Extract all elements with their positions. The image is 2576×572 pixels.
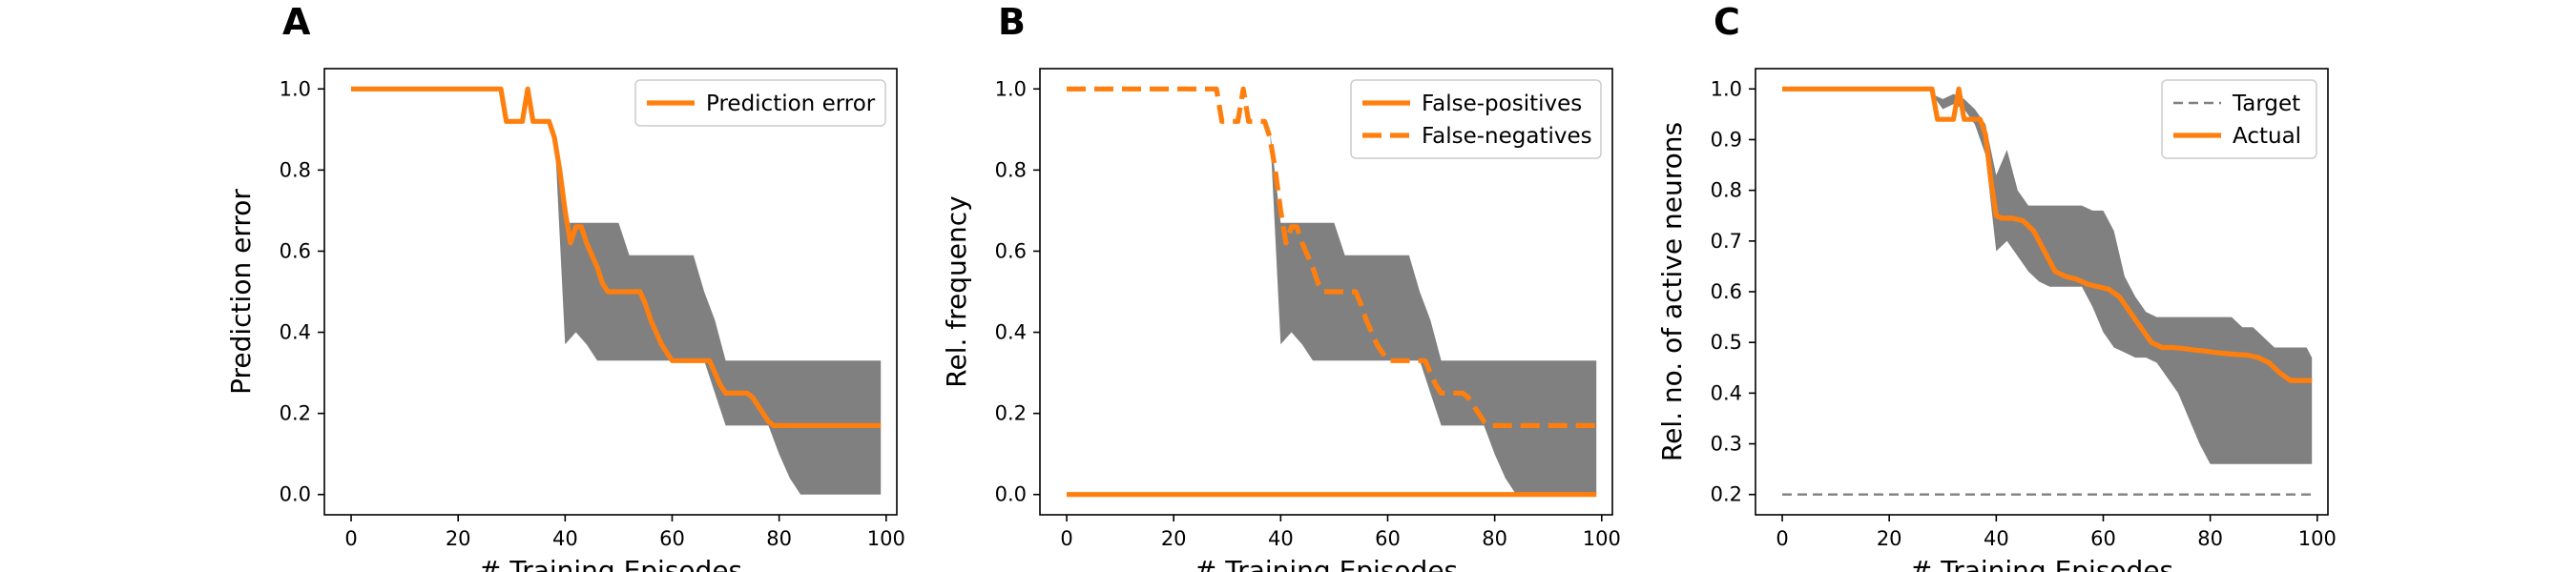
x-tick-label: 40 xyxy=(552,527,578,550)
y-tick-label: 0.8 xyxy=(280,158,311,181)
variability-band xyxy=(1270,129,1597,495)
x-tick-label: 100 xyxy=(867,527,905,550)
panel-c: 0 20 40 60 80 100 0.2 0.3 0.4 0.5 0.6 0.7 0.8 0.9 1.0 #… xyxy=(1656,1,2337,572)
x-tick-label: 20 xyxy=(446,527,471,550)
y-tick-label: 0.8 xyxy=(995,158,1027,181)
x-tick-label: 100 xyxy=(1583,527,1621,550)
y-tick-label: 0.2 xyxy=(1711,483,1742,506)
x-tick-label: 80 xyxy=(1482,527,1507,550)
y-tick-label: 0.9 xyxy=(1711,128,1742,151)
x-tick-label: 20 xyxy=(1877,527,1902,550)
x-tick-label: 40 xyxy=(1268,527,1294,550)
panel-letter: A xyxy=(282,1,311,43)
panel-a: 0 20 40 60 80 100 0.0 0.2 0.4 0.6 0.8 1.0 # Training… xyxy=(225,1,905,572)
y-tick-label: 0.0 xyxy=(280,483,311,506)
y-tick-label: 0.6 xyxy=(995,239,1027,262)
legend-box xyxy=(1350,79,1602,159)
legend-box xyxy=(2161,79,2317,159)
variability-band xyxy=(554,129,882,495)
y-tick-label: 0.8 xyxy=(1711,179,1742,202)
y-tick-label: 0.4 xyxy=(995,321,1027,344)
x-tick-label: 0 xyxy=(1776,527,1788,550)
x-tick-label: 60 xyxy=(2090,527,2116,550)
axes-frame xyxy=(1039,68,1613,516)
legend-box xyxy=(634,79,886,127)
x-tick-label: 80 xyxy=(2197,527,2223,550)
x-tick-label: 20 xyxy=(1161,527,1187,550)
series-line-actual xyxy=(1782,86,2313,383)
x-axis-label: # Training Episodes xyxy=(1195,555,1458,572)
y-tick-label: 0.2 xyxy=(280,402,311,425)
y-axis-label: Rel. frequency xyxy=(941,195,972,387)
y-tick-label: 1.0 xyxy=(995,77,1027,100)
y-axis-label: Prediction error xyxy=(225,189,257,395)
x-axis-label: # Training Episodes xyxy=(479,555,742,572)
y-axis-label: Rel. no. of active neurons xyxy=(1656,122,1688,461)
x-tick-label: 40 xyxy=(1984,527,2009,550)
panel-letter: B xyxy=(998,1,1026,43)
legend-label: Actual xyxy=(2233,124,2301,149)
legend: False-positives False-negatives xyxy=(1350,79,1602,159)
y-tick-label: 0.6 xyxy=(1711,280,1742,303)
x-axis-label: # Training Episodes xyxy=(1910,555,2173,572)
y-tick-label: 0.5 xyxy=(1711,331,1742,354)
legend-label: Target xyxy=(2232,92,2300,116)
series-line-prediction-error xyxy=(351,86,882,428)
x-tick-label: 60 xyxy=(1375,527,1401,550)
y-tick-label: 1.0 xyxy=(1711,77,1742,100)
legend: Prediction error xyxy=(634,79,886,127)
x-tick-label: 100 xyxy=(2298,527,2337,550)
x-tick-label: 60 xyxy=(659,527,685,550)
y-tick-label: 1.0 xyxy=(280,77,311,100)
y-tick-label: 0.4 xyxy=(1711,381,1742,404)
y-tick-label: 0.4 xyxy=(280,321,311,344)
legend-label: False-positives xyxy=(1422,92,1582,116)
axes-frame xyxy=(323,68,898,516)
legend-label: Prediction error xyxy=(706,92,876,116)
x-tick-label: 80 xyxy=(766,527,792,550)
y-tick-label: 0.3 xyxy=(1711,433,1742,456)
y-tick-label: 0.6 xyxy=(280,239,311,262)
panel-letter: C xyxy=(1714,1,1740,43)
panel-b: 0 20 40 60 80 100 0.0 0.2 0.4 0.6 0.8 1.0 # Training… xyxy=(941,1,1621,572)
y-tick-label: 0.0 xyxy=(995,483,1027,506)
legend: Target Actual xyxy=(2161,79,2317,159)
y-tick-label: 0.2 xyxy=(995,402,1027,425)
x-tick-label: 0 xyxy=(1060,527,1072,550)
legend-label: False-negatives xyxy=(1422,124,1592,149)
series-line-false-negatives xyxy=(1067,86,1597,428)
x-tick-label: 0 xyxy=(344,527,357,550)
y-tick-label: 0.7 xyxy=(1711,230,1742,253)
variability-band xyxy=(1932,93,2313,464)
